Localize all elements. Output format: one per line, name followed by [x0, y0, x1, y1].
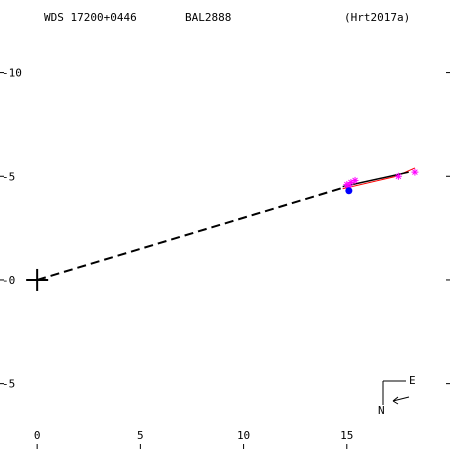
- latest-position-dot: [345, 187, 353, 195]
- x-tick-label: 0: [34, 429, 41, 442]
- discoverer-code: BAL2888: [185, 11, 231, 24]
- x-tick-label: 15: [340, 429, 353, 442]
- reference-code: (Hrt2017a): [344, 11, 410, 24]
- compass-north-label: N: [378, 404, 385, 417]
- wds-designation: WDS 17200+0446: [44, 11, 137, 24]
- y-tick-label: -10: [2, 67, 22, 80]
- axes: 0 5 10 15 -10 -5 -0 -5: [0, 67, 450, 449]
- fit-line: [342, 171, 409, 188]
- compass-east-label: E: [409, 374, 416, 387]
- measure-point: [351, 176, 359, 184]
- measure-point: [394, 172, 402, 180]
- compass: E N: [378, 374, 416, 417]
- x-tick-label: 10: [237, 429, 250, 442]
- plot-marks: [26, 167, 419, 291]
- x-tick-label: 5: [137, 429, 144, 442]
- measure-point: [411, 168, 419, 176]
- y-tick-label: -0: [2, 274, 15, 287]
- y-tick-label: -5: [2, 378, 15, 391]
- y-tick-label: -5: [2, 170, 15, 183]
- motion-arrow-icon: [392, 396, 410, 405]
- separation-dashed-line: [36, 185, 348, 281]
